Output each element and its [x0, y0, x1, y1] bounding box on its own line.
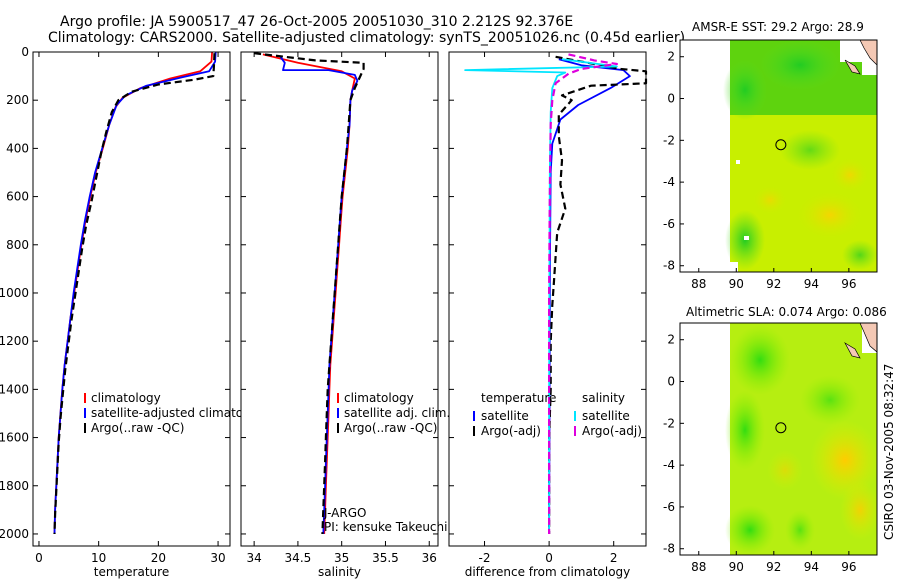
side-timestamp: CSIRO 03-Nov-2005 08:32:47	[882, 364, 896, 540]
map-y-tick-label: -2	[663, 416, 675, 430]
map-x-tick-label: 92	[766, 560, 781, 574]
map-x-tick-label: 96	[841, 560, 856, 574]
x-tick-label: 35.5	[372, 551, 399, 565]
profile-panels: 0 10 20 30020040060080010001200140016001800…	[0, 45, 648, 579]
map-y-tick-label: -4	[663, 458, 675, 472]
map-x-tick-label: 96	[841, 277, 856, 291]
profile-panel-1: 0 10 20 30 0 200 400 600 800 1000 1200 1400 1600 1800…	[0, 45, 269, 579]
x-tick-label: 34.5	[285, 551, 312, 565]
y-tick-label: 400	[6, 141, 29, 155]
x-axis-label: temperature	[94, 565, 169, 579]
y-tick-label: 1400	[0, 382, 29, 396]
series-line-argo	[53, 53, 216, 535]
x-tick-label: 20	[151, 551, 166, 565]
figure-title-line1: Argo profile: JA 5900517_47 26-Oct-2005 …	[60, 14, 573, 30]
x-tick-label: 0	[35, 551, 43, 565]
x-tick-label: 35	[334, 551, 349, 565]
map-y-tick-label: -2	[663, 133, 675, 147]
map-x-tick-label: 90	[729, 560, 744, 574]
map-y-tick-label: -8	[663, 259, 675, 273]
map-x-tick-label: 90	[729, 277, 744, 291]
sla-argo-marker	[775, 422, 787, 434]
map-y-tick-label: -4	[663, 175, 675, 189]
x-tick-label: 30	[210, 551, 225, 565]
map-y-tick-label: -8	[663, 542, 675, 556]
legend-entry: Argo(..raw -QC)	[91, 421, 184, 435]
map-x-tick-label: 94	[804, 277, 819, 291]
legend-entry: satellite adj. clim.	[344, 406, 450, 420]
map-x-tick-label: 88	[691, 560, 706, 574]
x-axis-label: salinity	[318, 565, 361, 579]
legend-entry: Argo(..raw -QC)	[344, 421, 437, 435]
x-tick-label: 2	[610, 551, 618, 565]
legend-entry: satellite	[481, 409, 529, 423]
map-y-tick-label: 2	[667, 333, 675, 347]
sst-map-title: AMSR-E SST: 29.2 Argo: 28.9	[692, 20, 864, 34]
panel-note: J-ARGO	[323, 506, 366, 520]
y-tick-label: 1200	[0, 334, 29, 348]
x-tick-label: 34	[246, 551, 261, 565]
map-y-tick-label: 2	[667, 50, 675, 64]
legend-header-temperature: temperature	[481, 391, 556, 405]
x-tick-label: 36	[422, 551, 437, 565]
map-y-tick-label: 0	[667, 375, 675, 389]
legend-entry: Argo(-adj)	[582, 424, 642, 438]
y-tick-label: 600	[6, 190, 29, 204]
map-x-tick-label: 88	[691, 277, 706, 291]
legend-entry: climatology	[91, 391, 161, 405]
x-tick-label: 0	[545, 551, 553, 565]
y-tick-label: 800	[6, 238, 29, 252]
y-tick-label: 1000	[0, 286, 29, 300]
legend-entry: satellite	[582, 409, 630, 423]
y-tick-label: 1800	[0, 479, 29, 493]
y-tick-label: 2000	[0, 527, 29, 541]
sst-argo-marker	[775, 139, 787, 151]
map-y-tick-label: -6	[663, 217, 675, 231]
y-tick-label: 1600	[0, 431, 29, 445]
map-x-tick-label: 94	[804, 560, 819, 574]
sla-map-title: Altimetric SLA: 0.074 Argo: 0.086	[686, 305, 887, 319]
x-axis-label: difference from climatology	[465, 565, 631, 579]
y-tick-label: 200	[6, 93, 29, 107]
legend-header-salinity: salinity	[582, 391, 625, 405]
y-tick-label: 0	[21, 45, 29, 59]
figure-title-line2: Climatology: CARS2000. Satellite-adjuste…	[48, 30, 685, 46]
map-y-tick-label: 0	[667, 92, 675, 106]
series-line-t_argo	[548, 55, 648, 534]
series-line-argo	[253, 52, 365, 535]
profile-panel-2: 34 34.5 35 35.5 36 salinity climatologysatelli…	[240, 51, 450, 579]
legend-entry: climatology	[344, 391, 414, 405]
legend-entry: Argo(-adj)	[481, 424, 541, 438]
x-tick-label: 10	[91, 551, 106, 565]
map-x-tick-label: 92	[766, 277, 781, 291]
sla-map: Altimetric SLA: 0.074 Argo: 0.086 88 90 92…	[663, 305, 887, 574]
series-line-s_argo	[548, 53, 618, 534]
x-tick-label: -2	[479, 551, 491, 565]
legend-entry: satellite-adjusted climatology	[91, 406, 269, 420]
sst-map: AMSR-E SST: 29.2 Argo: 28.9 88 90 92 94 96 -8…	[663, 20, 878, 291]
map-y-tick-label: -6	[663, 500, 675, 514]
panel-note: PI: kensuke Takeuchi	[324, 520, 447, 534]
